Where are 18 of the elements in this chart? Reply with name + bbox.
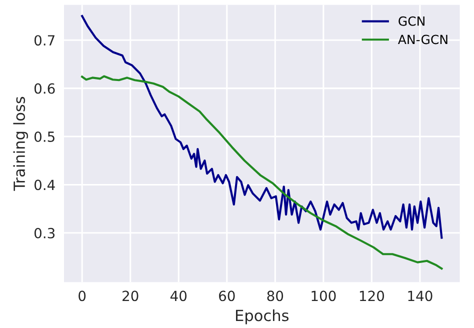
x-tick-label: 80	[267, 290, 284, 302]
y-tick-label: 0.5	[34, 131, 54, 142]
x-tick-label: 60	[219, 290, 235, 302]
y-axis-title: Training loss	[13, 96, 28, 191]
y-tick-label: 0.3	[34, 228, 55, 238]
line-series	[81, 75, 443, 270]
legend-label: GCN	[398, 16, 424, 26]
y-tick-label: 0.4	[34, 180, 55, 190]
x-tick-label: 20	[122, 290, 138, 302]
y-tick-label: 0.7	[34, 35, 54, 46]
x-tick-label: 140	[408, 290, 432, 302]
x-axis-title: Epochs	[236, 309, 289, 324]
x-tick-label: 40	[170, 290, 187, 302]
x-tick-label: 100	[312, 290, 336, 302]
legend-label: AN-GCN	[398, 34, 448, 44]
x-tick-label: 0	[78, 290, 86, 302]
y-tick-label: 0.6	[34, 83, 55, 94]
x-tick-label: 120	[360, 290, 384, 302]
